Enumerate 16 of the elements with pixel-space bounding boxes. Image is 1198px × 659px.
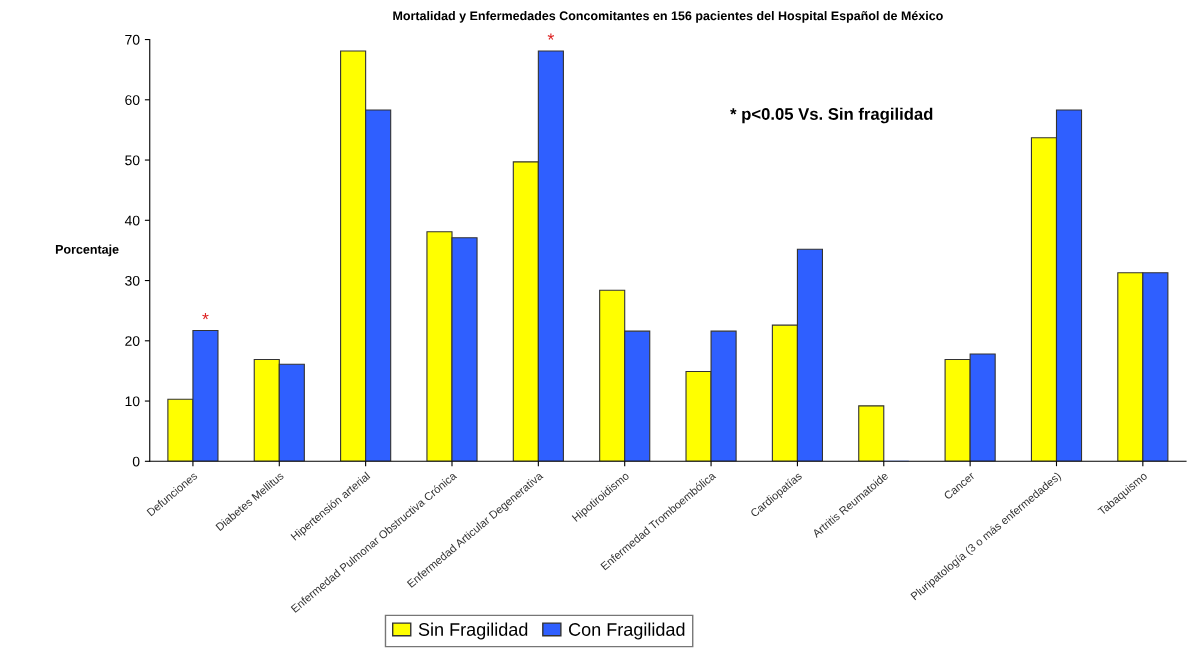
chart-title: Mortalidad y Enfermedades Concomitantes en 156 pacientes del Hospital Español de México <box>393 10 943 23</box>
y-tick-label: 60 <box>125 95 140 105</box>
y-tick-label: 40 <box>124 215 140 226</box>
annotation: * p<0.05 Vs. Sin fragilidad <box>730 107 933 124</box>
bar <box>858 405 885 462</box>
legend-label: Con Fragilidad <box>569 622 685 640</box>
y-tick-label: 10 <box>125 396 140 407</box>
y-tick-label: 20 <box>125 336 140 346</box>
y-axis-title: Porcentaje <box>55 244 119 257</box>
annotation: * <box>547 33 555 40</box>
y-tick-label: 0 <box>132 456 140 467</box>
y-tick-label: 50 <box>125 155 140 166</box>
legend-label: Sin Fragilidad <box>418 622 528 640</box>
y-tick-label: 70 <box>125 34 140 45</box>
y-tick-label: 30 <box>125 275 140 286</box>
annotation: * <box>202 313 209 320</box>
